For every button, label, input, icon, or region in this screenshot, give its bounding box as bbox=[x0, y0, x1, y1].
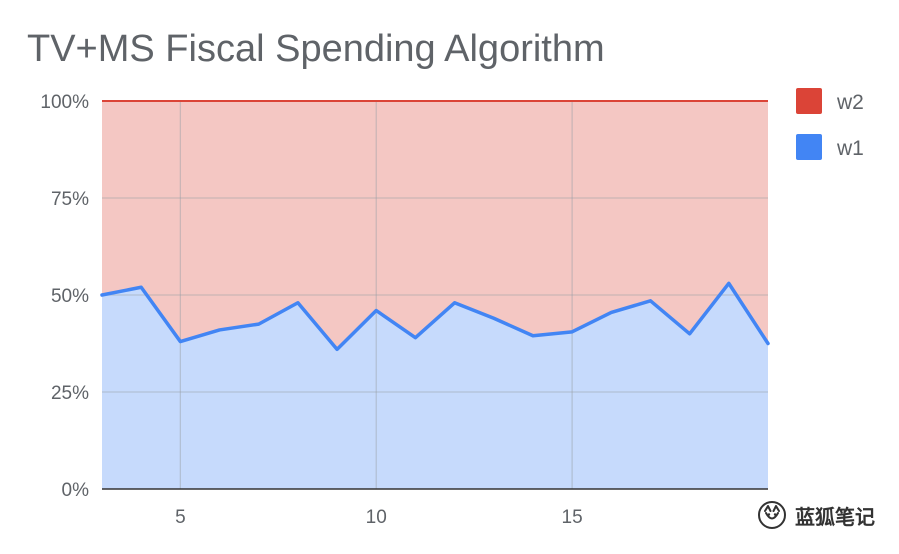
y-tick-label: 100% bbox=[40, 92, 89, 113]
legend-label: w1 bbox=[836, 137, 864, 160]
y-tick-label: 75% bbox=[51, 189, 89, 210]
legend-swatch bbox=[796, 88, 822, 114]
chart-title: TV+MS Fiscal Spending Algorithm bbox=[27, 28, 605, 70]
x-axis-ticks: 5 10 15 bbox=[175, 507, 583, 528]
legend-swatch bbox=[796, 134, 822, 160]
series-line-w1 bbox=[100, 281, 770, 352]
watermark: 蓝狐笔记 bbox=[757, 497, 875, 533]
watermark-text: 蓝狐笔记 bbox=[795, 504, 875, 529]
x-tick-label: 15 bbox=[562, 507, 583, 528]
y-tick-label: 50% bbox=[51, 286, 89, 307]
legend: w2 w1 bbox=[796, 88, 864, 160]
legend-item-w2: w2 bbox=[796, 88, 864, 114]
y-tick-label: 25% bbox=[51, 383, 89, 404]
y-tick-label: 0% bbox=[62, 480, 90, 501]
x-tick-label: 5 bbox=[175, 507, 186, 528]
plot-areas bbox=[102, 101, 768, 489]
fox-logo-icon bbox=[758, 501, 786, 529]
area-series-w1 bbox=[102, 283, 768, 489]
y-axis-ticks: 0% 25% 50% 75% 100% bbox=[40, 92, 89, 501]
legend-item-w1: w1 bbox=[796, 134, 864, 160]
gridlines bbox=[102, 101, 768, 489]
series-lines bbox=[100, 100, 770, 352]
x-tick-label: 10 bbox=[366, 507, 387, 528]
legend-label: w2 bbox=[836, 91, 864, 114]
